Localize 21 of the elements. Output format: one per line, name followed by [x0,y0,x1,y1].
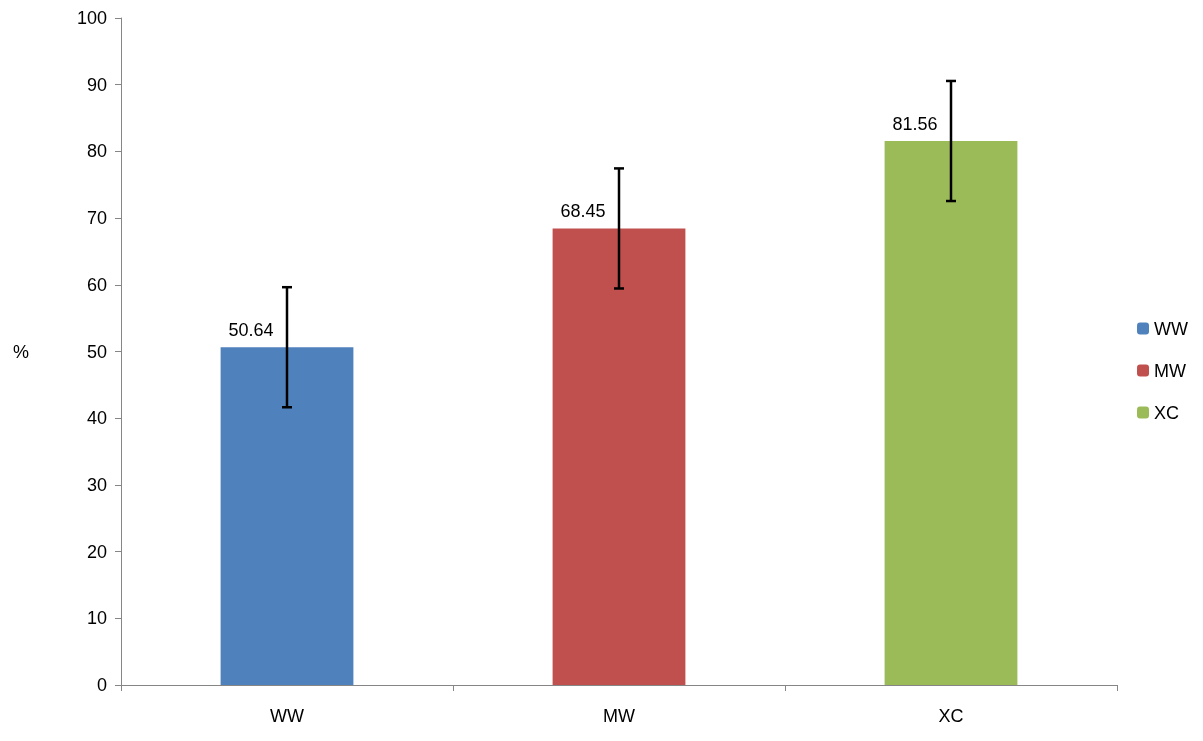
y-tick-label: 100 [76,8,107,28]
y-tick-label: 80 [86,141,107,162]
y-tick-label: 40 [86,408,107,429]
y-tick-label: 90 [86,74,107,95]
x-tick-label: MW [603,706,635,726]
x-tick-label: WW [270,706,304,726]
y-axis-title: % [12,341,29,362]
legend-label: MW [1154,360,1187,381]
data-label: 50.64 [228,320,274,341]
legend-label: XC [1154,402,1180,423]
legend-label: WW [1154,318,1189,339]
y-tick-label: 70 [86,208,107,229]
data-label: 68.45 [560,201,606,222]
y-tick-label: 20 [86,541,107,562]
x-tick-label: XC [938,706,964,726]
data-label: 81.56 [892,113,938,134]
y-tick-label: 30 [86,474,107,495]
y-tick-label: 60 [86,274,107,295]
y-tick-label: 50 [86,341,107,362]
y-tick-label: 10 [86,608,107,629]
y-tick-label: 0 [96,675,107,695]
